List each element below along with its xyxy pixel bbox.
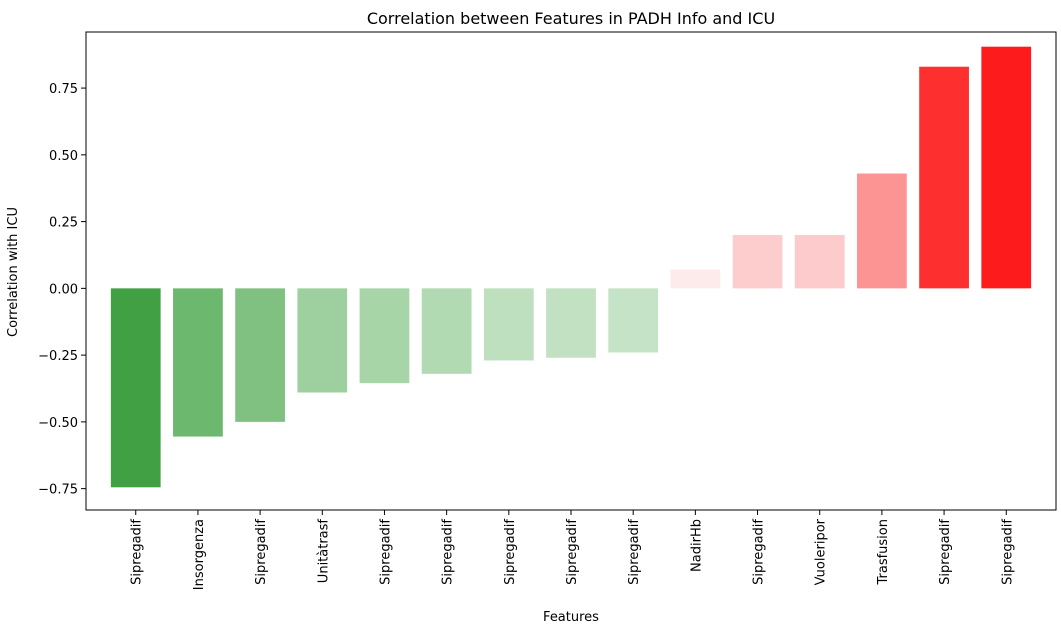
y-tick-label: 0.50 [49,149,78,164]
y-axis-title: Correlation with ICU [6,207,21,337]
x-tick-label: Sipregadif [503,519,518,585]
x-tick-label: Vuoleripor [814,518,829,585]
x-tick-label: Sipregadif [1000,519,1015,585]
bar-3 [297,288,348,393]
chart-title: Correlation between Features in PADH Inf… [367,9,775,28]
x-tick-label: Sipregadif [752,519,767,585]
bar-7 [546,288,596,358]
x-tick-label: Trasfusion [876,519,891,586]
bar-2 [235,288,285,422]
x-tick-label: Insorgenza [192,519,207,590]
bar-6 [483,288,534,361]
x-tick-label: Sipregadif [938,519,953,585]
x-tick-label: NadirHb [689,519,704,572]
x-tick-label: Sipregadif [130,519,145,585]
bar-12 [857,173,907,289]
bar-0 [110,288,161,488]
x-tick-label: Sipregadif [441,519,456,585]
y-tick-label: −0.50 [38,416,78,431]
x-tick-label: Sipregadif [254,519,269,585]
plot-frame [85,31,1057,511]
y-axis: −0.75 −0.50 −0.25 0.00 0.25 0.50 0.75 [38,82,86,498]
bar-8 [608,288,659,353]
bars-group [110,46,1032,488]
bar-5 [421,288,472,374]
x-tick-label: Sipregadif [627,519,642,585]
y-tick-label: −0.25 [38,349,78,364]
y-tick-label: −0.75 [38,483,78,498]
bar-4 [359,288,410,384]
bar-14 [981,46,1032,289]
x-tick-label: Sipregadif [378,519,393,585]
x-axis-title: Features [543,610,599,625]
bar-11 [794,234,845,289]
x-axis: Sipregadif Insorgenza Sipregadif Unitàtrasf… [130,510,1015,590]
bar-9 [670,269,721,289]
y-tick-label: 0.75 [49,82,78,97]
bar-10 [732,234,783,289]
y-tick-label: 0.00 [49,282,78,297]
bar-1 [173,288,223,437]
y-tick-label: 0.25 [49,216,78,231]
bar-13 [919,66,969,289]
x-tick-label: Unitàtrasf [316,519,331,584]
x-tick-label: Sipregadif [565,519,580,585]
